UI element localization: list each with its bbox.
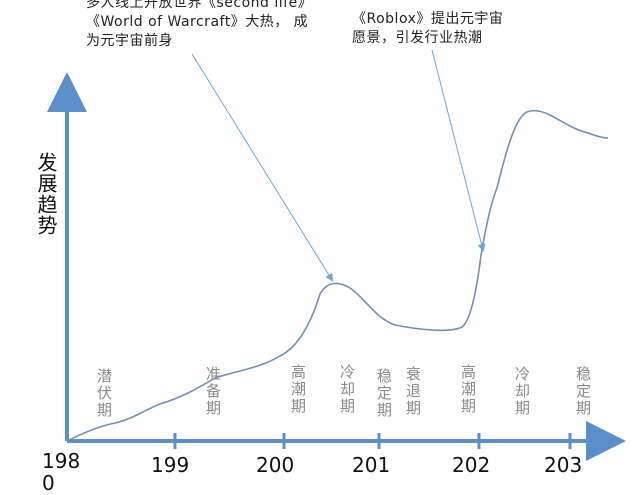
annotation-roblox-line2: 愿景，引发行业热潮 bbox=[352, 30, 483, 46]
phase-label-decline: 衰退期 bbox=[404, 366, 422, 417]
annotation-secondlife-line3: 为元宇宙前身 bbox=[86, 33, 173, 49]
diagram-canvas: 多人线上开放世界《second life》 《World of Warcraft… bbox=[34, 0, 626, 494]
phase-label-preparation: 准备期 bbox=[204, 366, 222, 417]
x-tick-label-2020: 202 bbox=[452, 453, 491, 477]
phase-label-stable-1: 稳定期 bbox=[375, 368, 393, 419]
annotation-roblox: 《Roblox》提出元宇宙 愿景，引发行业热潮 bbox=[352, 10, 503, 48]
annotation-secondlife-line1: 多人线上开放世界《second life》 bbox=[86, 0, 313, 11]
phase-label-climax-2: 高潮期 bbox=[459, 364, 477, 415]
x-tick-label-1990: 199 bbox=[151, 453, 190, 477]
phase-label-cooling-1: 冷却期 bbox=[338, 364, 356, 415]
x-tick-label-2030: 203 bbox=[544, 453, 583, 477]
phase-label-cooling-2: 冷却期 bbox=[513, 366, 531, 417]
callout-arrow-roblox bbox=[431, 49, 486, 252]
x-tick-label-1980-text: 198 0 bbox=[42, 449, 81, 495]
y-axis-label: 发展趋势 bbox=[34, 152, 58, 236]
x-tick-label-2000: 200 bbox=[256, 453, 295, 477]
x-tick-label-1980: 198 0 bbox=[42, 450, 80, 494]
annotation-secondlife-line2: 《World of Warcraft》大热， 成 bbox=[86, 14, 309, 30]
trend-curve bbox=[66, 109, 609, 442]
phase-label-lurking: 潜伏期 bbox=[95, 368, 113, 419]
trend-diagram bbox=[47, 49, 626, 461]
phase-label-stable-2: 稳定期 bbox=[574, 366, 592, 417]
x-tick-label-2010: 201 bbox=[352, 453, 391, 477]
annotation-roblox-line1: 《Roblox》提出元宇宙 bbox=[352, 11, 504, 27]
annotation-secondlife: 多人线上开放世界《second life》 《World of Warcraft… bbox=[86, 0, 312, 51]
callout-arrow-secondlife bbox=[191, 53, 334, 282]
phase-label-climax-1: 高潮期 bbox=[289, 364, 307, 415]
